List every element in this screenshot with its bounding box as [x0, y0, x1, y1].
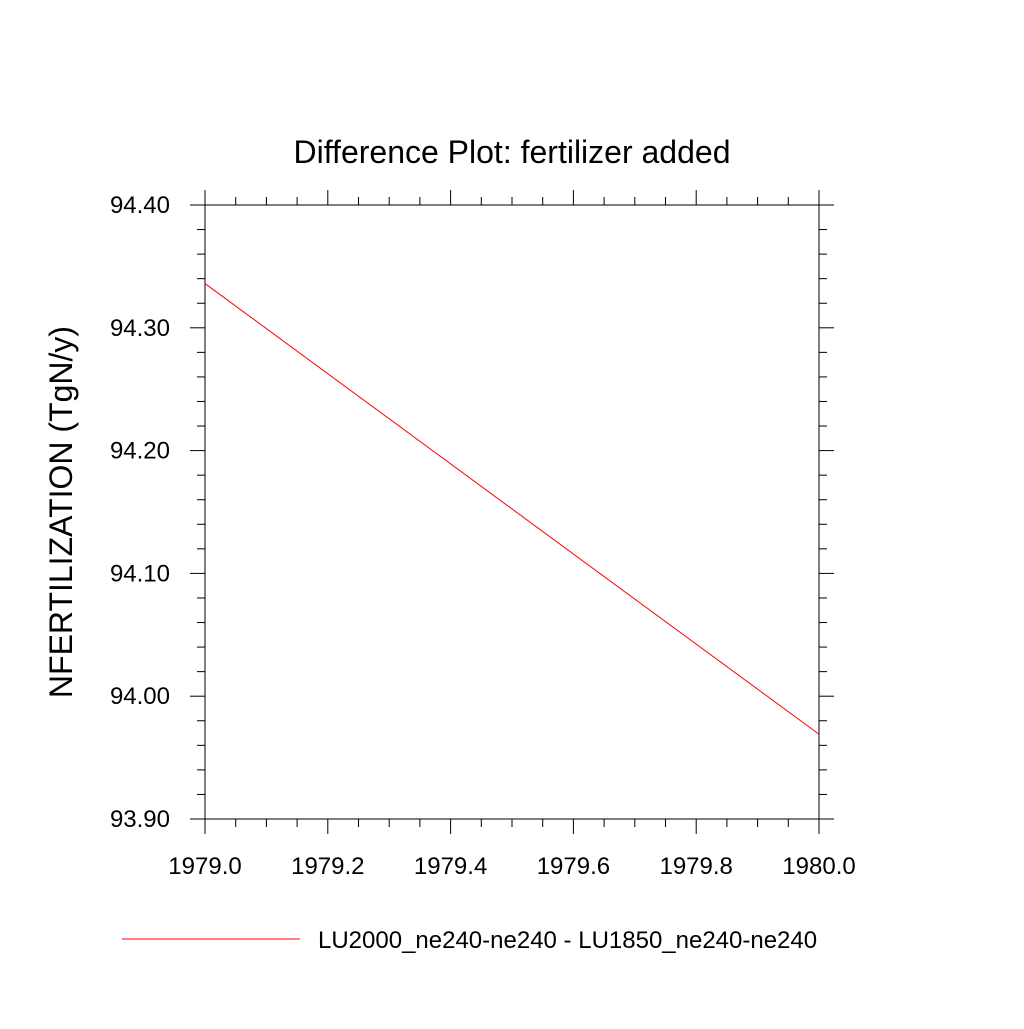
y-axis-label: NFERTILIZATION (TgN/y)	[43, 326, 79, 698]
chart-title: Difference Plot: fertilizer added	[294, 134, 731, 170]
series-line	[204, 283, 820, 735]
y-tick-label: 94.30	[110, 315, 170, 342]
y-tick-label: 93.90	[110, 806, 170, 833]
series-layer	[204, 283, 820, 735]
x-tick-label: 1979.0	[168, 853, 241, 880]
y-tick-label: 94.00	[110, 683, 170, 710]
x-tick-label: 1980.0	[782, 853, 855, 880]
x-tick-label: 1979.4	[414, 853, 487, 880]
x-tick-label: 1979.8	[659, 853, 732, 880]
legend-label: LU2000_ne240-ne240 - LU1850_ne240-ne240	[318, 927, 817, 954]
legend: LU2000_ne240-ne240 - LU1850_ne240-ne240	[122, 927, 817, 954]
x-tick-label: 1979.2	[291, 853, 364, 880]
plot-frame	[204, 204, 820, 820]
x-tick-label: 1979.6	[537, 853, 610, 880]
y-tick-label: 94.20	[110, 438, 170, 465]
axis-ticks: 1979.0 1979.2 1979.4 1979.6 1979.8 1980.0 93.9…	[110, 190, 856, 880]
y-tick-label: 94.10	[110, 560, 170, 587]
y-tick-label: 94.40	[110, 192, 170, 219]
